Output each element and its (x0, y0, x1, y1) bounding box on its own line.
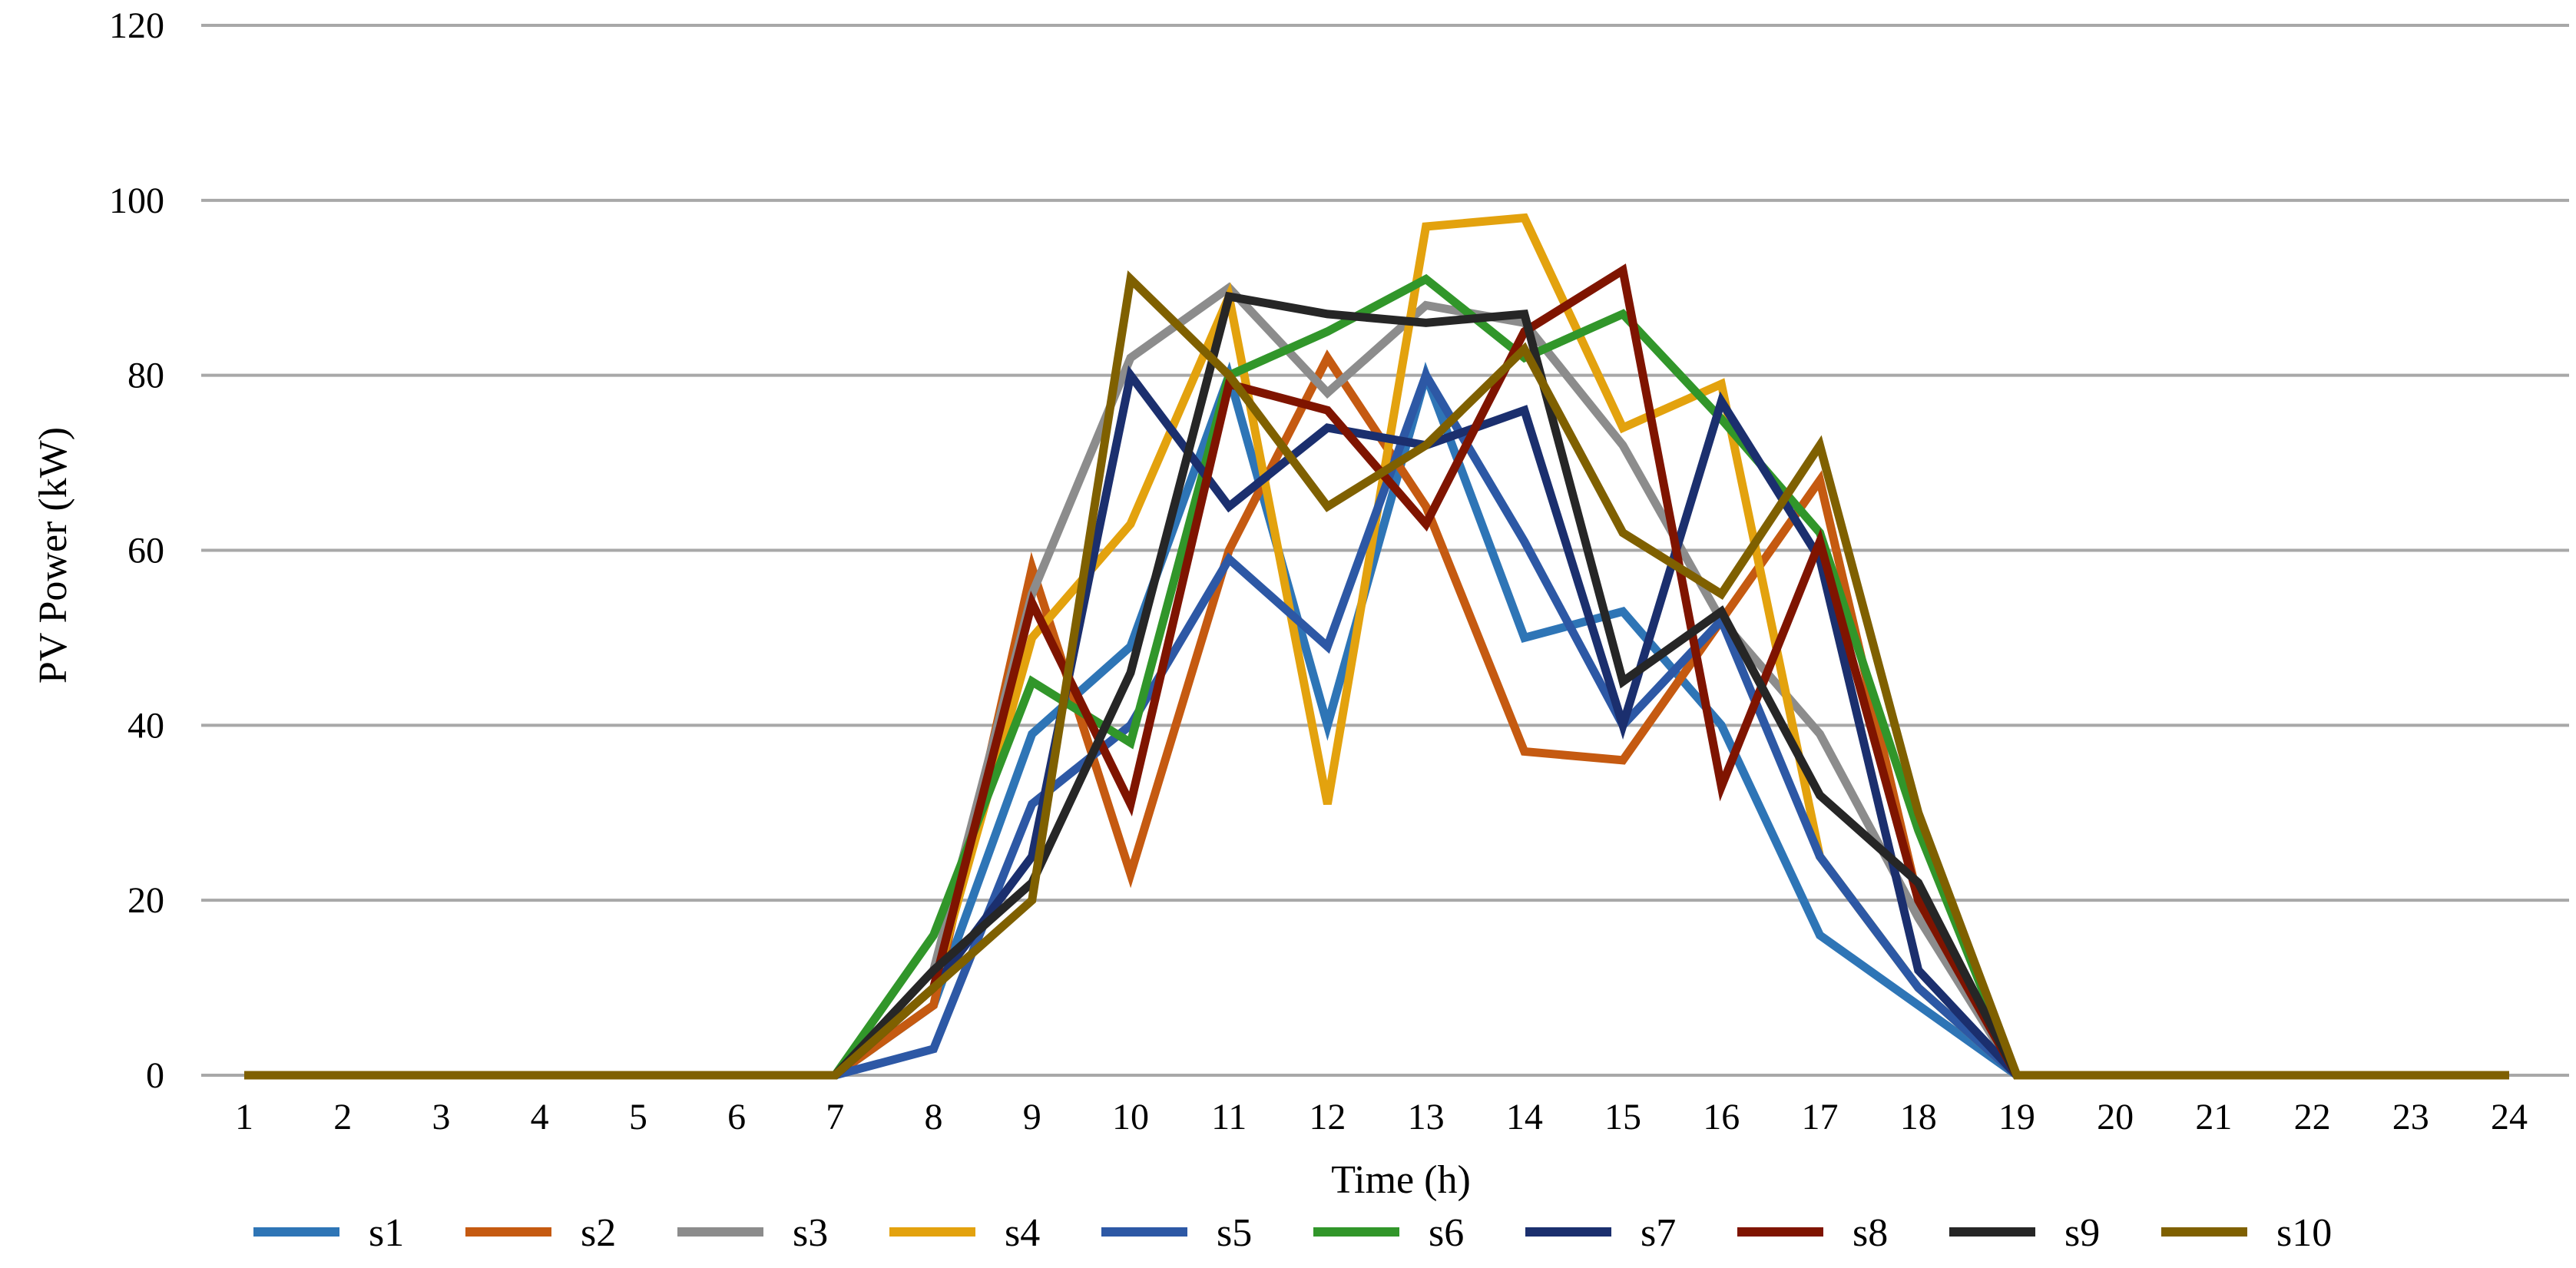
legend-label: s6 (1429, 1211, 1464, 1255)
legend-label: s1 (369, 1211, 404, 1255)
x-axis-title: Time (h) (1331, 1158, 1471, 1202)
y-tick-label: 20 (127, 880, 164, 921)
legend-item-s3: s3 (677, 1211, 828, 1255)
x-tick-label: 9 (1023, 1097, 1041, 1137)
x-tick-label: 15 (1604, 1097, 1641, 1137)
x-tick-label: 8 (925, 1097, 943, 1137)
x-tick-label: 3 (432, 1097, 450, 1137)
series-line-s10 (244, 270, 2509, 1080)
x-tick-label: 7 (826, 1097, 844, 1137)
x-tick-label: 20 (2097, 1097, 2134, 1137)
x-tick-label: 19 (1998, 1097, 2035, 1137)
legend-label: s4 (1005, 1211, 1040, 1255)
legend-label: s9 (2064, 1211, 2100, 1255)
x-tick-label: 22 (2294, 1097, 2331, 1137)
y-tick-label: 40 (127, 705, 164, 746)
x-tick-label: 23 (2392, 1097, 2429, 1137)
gridlines (201, 24, 2569, 1077)
x-tick-label: 11 (1211, 1097, 1247, 1137)
x-tick-label: 14 (1506, 1097, 1543, 1137)
legend-label: s5 (1217, 1211, 1252, 1255)
legend-item-s4: s4 (889, 1211, 1040, 1255)
series-line-s8 (244, 263, 2509, 1080)
y-tick-label: 60 (127, 531, 164, 571)
x-tick-label: 12 (1309, 1097, 1346, 1137)
legend-item-s1: s1 (253, 1211, 404, 1255)
legend-item-s7: s7 (1525, 1211, 1676, 1255)
legend-item-s8: s8 (1737, 1211, 1888, 1255)
legend: s1 s2 s3 s4 s5 s6 s7 s8 s9 s10 (253, 1211, 2332, 1255)
legend-item-s10: s10 (2161, 1211, 2332, 1255)
x-tick-label: 10 (1112, 1097, 1149, 1137)
series-line-s9 (244, 291, 2509, 1080)
x-tick-label: 18 (1900, 1097, 1937, 1137)
x-tick-label: 21 (2195, 1097, 2232, 1137)
x-tick-label: 17 (1801, 1097, 1838, 1137)
legend-item-s5: s5 (1101, 1211, 1252, 1255)
legend-label: s2 (581, 1211, 616, 1255)
y-axis-title: PV Power (kW) (31, 427, 75, 684)
legend-item-s2: s2 (465, 1211, 616, 1255)
y-tick-label: 100 (109, 180, 164, 221)
y-tick-label: 0 (146, 1055, 164, 1096)
x-tick-label: 13 (1408, 1097, 1445, 1137)
x-tick-label: 5 (629, 1097, 647, 1137)
series-line-s6 (244, 273, 2509, 1080)
legend-item-s6: s6 (1313, 1211, 1464, 1255)
series-lines (244, 213, 2509, 1080)
legend-label: s8 (1853, 1211, 1888, 1255)
x-tick-label: 2 (333, 1097, 352, 1137)
series-line-s3 (244, 282, 2509, 1080)
x-tick-label: 16 (1703, 1097, 1740, 1137)
x-tick-label: 6 (727, 1097, 746, 1137)
legend-label: s7 (1641, 1211, 1676, 1255)
y-tick-label: 120 (109, 5, 164, 46)
x-tick-label: 1 (235, 1097, 253, 1137)
x-tick-label: 24 (2491, 1097, 2528, 1137)
legend-item-s9: s9 (1949, 1211, 2100, 1255)
y-tick-label: 80 (127, 356, 164, 396)
legend-label: s10 (2276, 1211, 2332, 1255)
x-tick-label: 4 (531, 1097, 549, 1137)
legend-label: s3 (793, 1211, 828, 1255)
